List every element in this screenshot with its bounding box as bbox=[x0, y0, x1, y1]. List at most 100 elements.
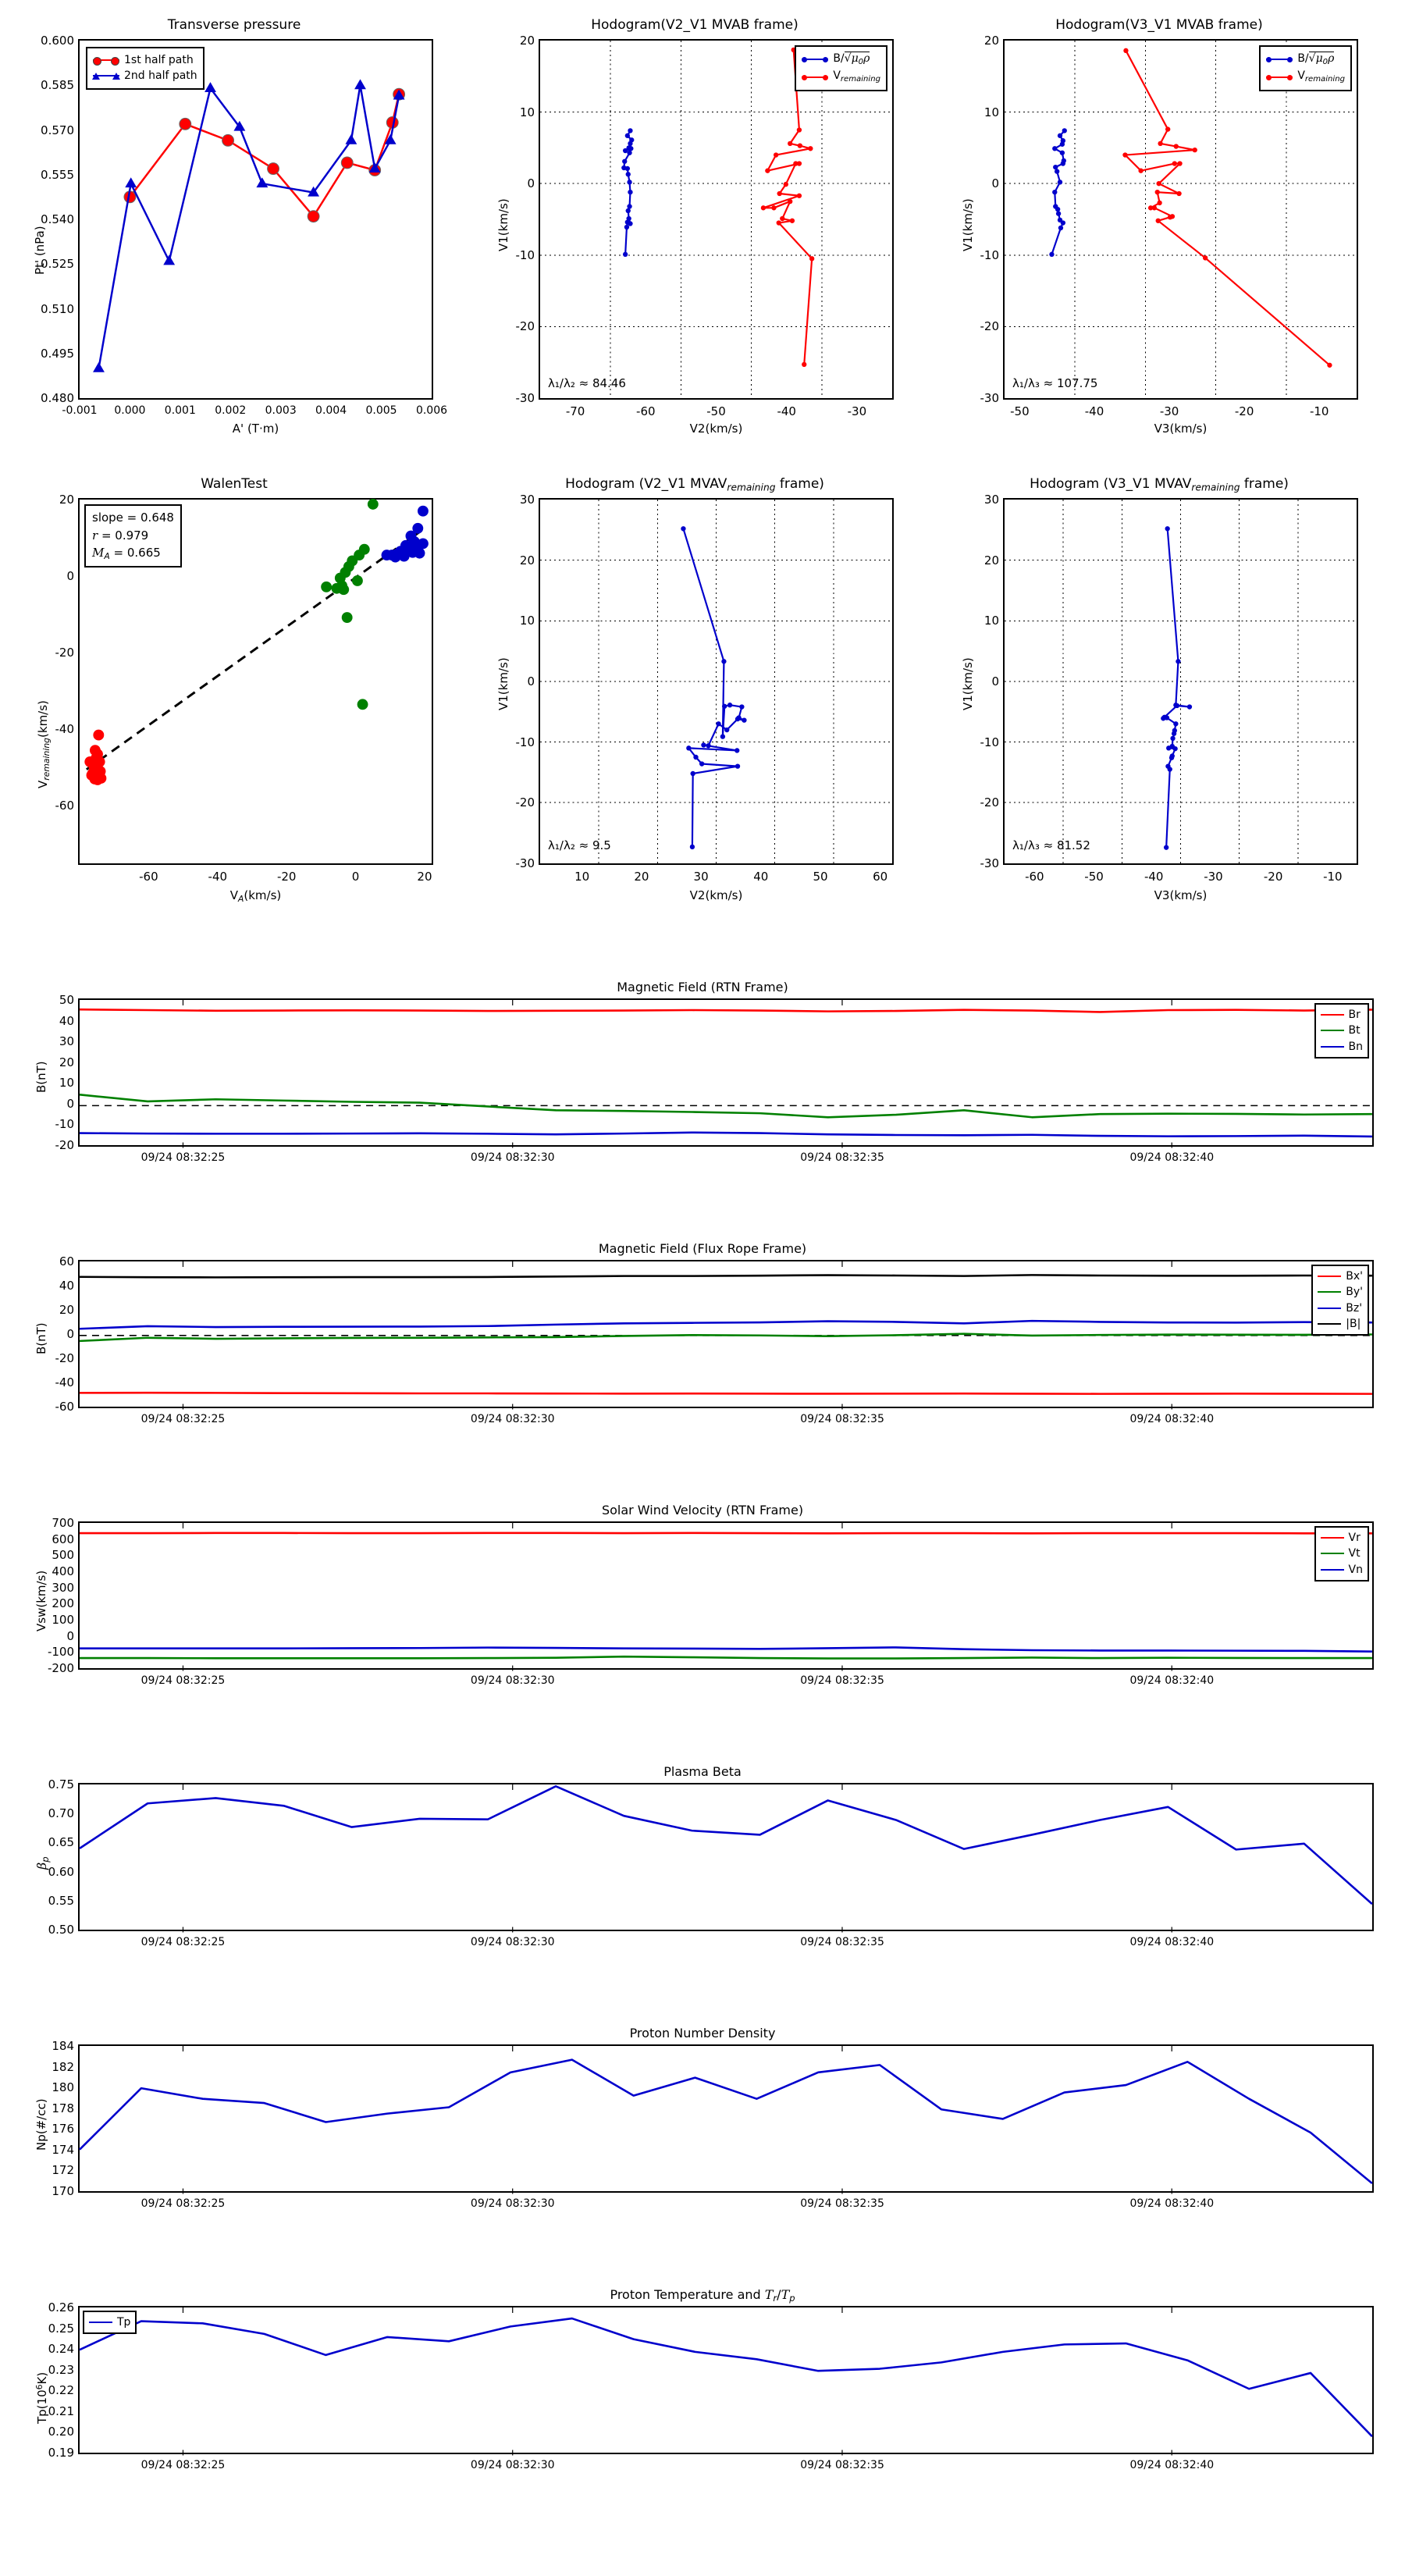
y-tick: 0.24 bbox=[48, 2342, 74, 2357]
legend-item: Bx' bbox=[1318, 1268, 1363, 1284]
y-tick: -40 bbox=[55, 1375, 75, 1389]
panel-hodogram-v2v1-mvab: Hodogram(V2_V1 MVAB frame) 20 10 0 -10 -… bbox=[476, 17, 913, 439]
y-tick: -20 bbox=[515, 319, 535, 334]
legend-label: B/√μ0ρ bbox=[1297, 52, 1335, 66]
y-tick: 0 bbox=[66, 1327, 74, 1341]
y-tick: 0.585 bbox=[41, 78, 74, 93]
y-axis-label: B(nT) bbox=[34, 1322, 48, 1354]
panel-proton-temperature: Proton Temperature and Tr/Tp 0.26 0.25 0… bbox=[16, 2287, 1389, 2482]
y-tick: -20 bbox=[980, 795, 1000, 810]
y-tick: 0.540 bbox=[41, 212, 74, 226]
legend-label: |B| bbox=[1346, 1317, 1361, 1330]
legend: B/√μ0ρ Vremaining bbox=[1259, 45, 1352, 91]
panel-title: Magnetic Field (RTN Frame) bbox=[617, 980, 788, 994]
y-tick: -10 bbox=[980, 247, 1000, 262]
legend-item: 1st half path bbox=[93, 52, 197, 68]
y-tick: 20 bbox=[519, 553, 535, 568]
y-tick: 20 bbox=[519, 34, 535, 48]
x-tick: 09/24 08:32:30 bbox=[470, 1674, 555, 1687]
plot-canvas bbox=[540, 41, 892, 398]
legend: Bx' By' Bz' |B| bbox=[1311, 1265, 1369, 1336]
plot-canvas bbox=[79, 2046, 1373, 2194]
legend: 1st half path 2nd half path bbox=[86, 47, 205, 90]
y-axis-label: Np(#/cc) bbox=[34, 2098, 48, 2151]
x-tick: 09/24 08:32:30 bbox=[470, 1151, 555, 1164]
plot-canvas bbox=[1005, 41, 1357, 398]
y-tick: 0 bbox=[66, 1096, 74, 1111]
legend-label: Bz' bbox=[1346, 1301, 1363, 1315]
x-tick: 09/24 08:32:40 bbox=[1129, 2197, 1215, 2210]
legend-label: Vremaining bbox=[1297, 69, 1345, 84]
y-axis-label: Tp(106K) bbox=[34, 2371, 49, 2424]
panel-plasma-beta: Plasma Beta 0.75 0.70 0.65 0.60 0.55 0.5… bbox=[16, 1764, 1389, 1959]
y-tick: 0.555 bbox=[41, 167, 74, 182]
legend-swatch-bt bbox=[1320, 1030, 1344, 1032]
panel-walen-test: WalenTest 20 0 -20 -40 -60 -60 -40 -20 0… bbox=[16, 476, 453, 913]
panel-title: Proton Number Density bbox=[629, 2026, 776, 2041]
x-tick: 0.002 bbox=[215, 404, 247, 417]
x-tick: 09/24 08:32:25 bbox=[140, 2459, 226, 2471]
y-tick: 20 bbox=[984, 34, 999, 48]
x-tick: 60 bbox=[873, 870, 888, 884]
legend-item: |B| bbox=[1318, 1316, 1363, 1332]
y-axis-label: V1(km/s) bbox=[961, 657, 975, 710]
panel-title: Hodogram (V2_V1 MVAVremaining frame) bbox=[565, 476, 824, 493]
panel-solar-wind-velocity: Solar Wind Velocity (RTN Frame) 700 600 … bbox=[16, 1503, 1389, 1698]
y-tick: 20 bbox=[984, 553, 999, 568]
x-tick: -30 bbox=[1159, 404, 1179, 418]
y-tick: 10 bbox=[59, 1076, 74, 1091]
y-axis-label: Pt' (nPa) bbox=[33, 226, 47, 275]
plot-canvas bbox=[80, 498, 432, 863]
legend-swatch-bx bbox=[1318, 1276, 1342, 1278]
legend-swatch-red bbox=[1266, 74, 1293, 80]
x-tick: 0.005 bbox=[365, 404, 397, 417]
y-tick: -40 bbox=[55, 722, 75, 737]
eigenvalue-annotation: λ₁/λ₂ ≈ 9.5 bbox=[548, 838, 611, 852]
x-tick: 09/24 08:32:25 bbox=[140, 2197, 226, 2210]
panel-proton-density: Proton Number Density 184 182 180 178 17… bbox=[16, 2026, 1389, 2221]
x-axis-label: A' (T·m) bbox=[232, 422, 279, 436]
y-tick: 700 bbox=[52, 1516, 74, 1530]
x-tick: 09/24 08:32:25 bbox=[140, 1936, 226, 1948]
y-tick: 182 bbox=[52, 2059, 74, 2074]
y-tick: 600 bbox=[52, 1532, 74, 1546]
y-tick: 180 bbox=[52, 2080, 74, 2095]
y-tick: -100 bbox=[47, 1645, 74, 1660]
legend-swatch-vr bbox=[1320, 1537, 1344, 1539]
y-axis-label: B(nT) bbox=[34, 1061, 48, 1093]
x-tick: 09/24 08:32:25 bbox=[140, 1151, 226, 1164]
legend-swatch-by bbox=[1318, 1291, 1342, 1293]
legend-item: Tp bbox=[89, 2314, 130, 2330]
panel-magnetic-field-rtn: Magnetic Field (RTN Frame) 50 40 30 20 1… bbox=[16, 980, 1389, 1175]
y-tick: -200 bbox=[47, 1661, 74, 1675]
panel-title: Transverse pressure bbox=[167, 17, 301, 33]
y-tick: -20 bbox=[55, 1350, 75, 1365]
y-tick: 0 bbox=[66, 1628, 74, 1643]
y-tick: 0.19 bbox=[48, 2446, 74, 2460]
plot-canvas bbox=[540, 500, 892, 863]
y-tick: 300 bbox=[52, 1580, 74, 1595]
stat-slope: slope = 0.648 bbox=[92, 511, 174, 525]
legend-label: Tp bbox=[117, 2316, 131, 2329]
x-tick: 09/24 08:32:40 bbox=[1129, 1674, 1215, 1687]
y-tick: 30 bbox=[519, 493, 535, 507]
legend-swatch-vt bbox=[1320, 1553, 1344, 1555]
panel-title: Proton Temperature and Tr/Tp bbox=[610, 2287, 795, 2304]
x-tick: 09/24 08:32:30 bbox=[470, 2459, 555, 2471]
legend-label: Bx' bbox=[1346, 1270, 1363, 1283]
x-tick: -30 bbox=[1204, 870, 1223, 884]
y-tick: -60 bbox=[55, 1400, 75, 1414]
y-tick: -30 bbox=[980, 856, 1000, 870]
y-tick: 0.23 bbox=[48, 2362, 74, 2377]
x-tick: 0.006 bbox=[415, 404, 448, 417]
x-tick: -60 bbox=[139, 870, 158, 884]
y-tick: -30 bbox=[515, 856, 535, 870]
x-tick: 09/24 08:32:25 bbox=[140, 1674, 226, 1687]
panel-title: Hodogram (V3_V1 MVAVremaining frame) bbox=[1030, 476, 1289, 493]
plot-area: 30 20 10 0 -10 -20 -30 10 20 30 40 50 60… bbox=[516, 493, 894, 884]
legend-swatch-bn bbox=[1320, 1045, 1344, 1048]
y-tick: 0.70 bbox=[48, 1806, 74, 1821]
legend-swatch-red bbox=[802, 74, 829, 80]
x-tick: 10 bbox=[574, 870, 590, 884]
legend-item: Bn bbox=[1320, 1039, 1363, 1055]
